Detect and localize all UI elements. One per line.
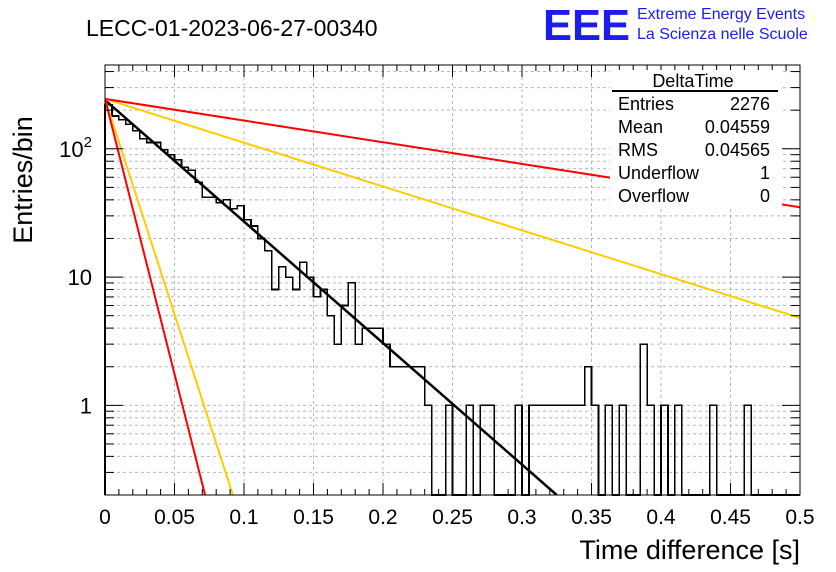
histogram-bars — [104, 104, 800, 496]
eee-logo: EEE — [543, 1, 630, 50]
x-tick-label: 0.45 — [710, 506, 751, 529]
x-tick-label: 0.5 — [785, 506, 814, 529]
fit-line — [105, 98, 207, 495]
x-tick-label: 0.2 — [368, 506, 397, 529]
fit-line — [105, 98, 234, 495]
x-tick-label: 0.05 — [154, 506, 195, 529]
x-axis: 0 0.05 0.1 0.15 0.2 0.25 0.3 0.35 0.4 0.45 0.5 — [99, 65, 815, 529]
y-axis-label: Entries/bin — [8, 116, 38, 244]
x-tick-label: 0.35 — [571, 506, 612, 529]
stats-label: Mean — [618, 117, 663, 137]
logo-line-2: La Scienza nelle Scuole — [637, 26, 808, 43]
stats-label: Underflow — [618, 163, 700, 183]
stats-label: Entries — [618, 94, 674, 114]
fit-line — [105, 99, 558, 495]
stats-label: Overflow — [618, 186, 690, 206]
x-tick-label: 0.1 — [229, 506, 258, 529]
stats-value: 0.04559 — [705, 117, 770, 137]
x-tick-label: 0 — [99, 506, 111, 529]
stats-label: RMS — [618, 140, 658, 160]
stats-value: 0.04565 — [705, 140, 770, 160]
y-tick-label: 102 — [59, 134, 92, 162]
fit-line — [105, 97, 800, 319]
chart-title: LECC-01-2023-06-27-00340 — [86, 15, 378, 41]
x-axis-label: Time difference [s] — [579, 535, 800, 565]
stats-value: 0 — [760, 186, 770, 206]
x-tick-label: 0.25 — [432, 506, 473, 529]
x-tick-label: 0.4 — [646, 506, 676, 529]
stats-value: 1 — [760, 163, 770, 183]
logo-line-1: Extreme Energy Events — [637, 6, 805, 23]
y-tick-label: 1 — [80, 393, 92, 418]
histogram-outline — [104, 104, 800, 496]
stats-title: DeltaTime — [652, 71, 733, 91]
stats-box: DeltaTime Entries 2276 Mean 0.04559 RMS 0.045… — [610, 70, 782, 208]
y-tick-label: 10 — [68, 265, 92, 290]
x-tick-label: 0.3 — [507, 506, 536, 529]
x-tick-label: 0.15 — [293, 506, 334, 529]
stats-value: 2276 — [730, 94, 770, 114]
